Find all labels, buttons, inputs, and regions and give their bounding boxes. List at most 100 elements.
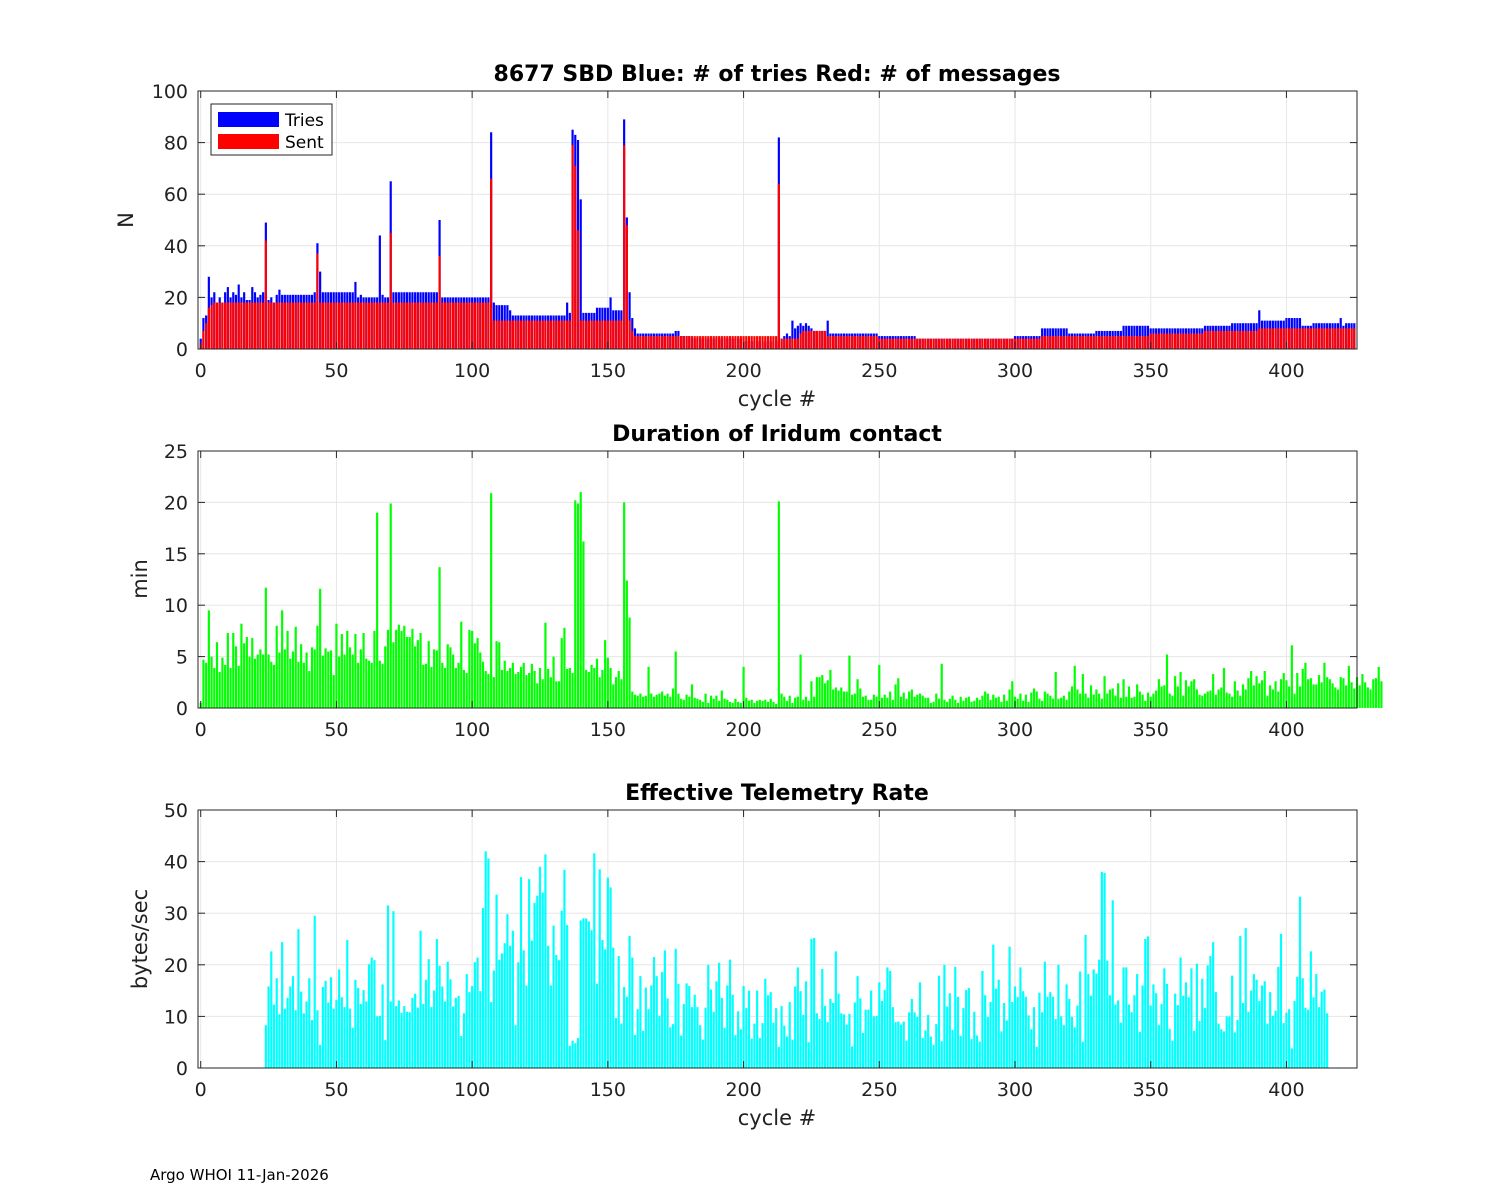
bar-rate-254: [889, 970, 892, 1068]
bar-rate-294: [997, 979, 1000, 1068]
bar-rate-405: [1298, 896, 1302, 1068]
bar-sent-262: [910, 338, 913, 349]
bar-sent-322: [1073, 336, 1076, 349]
bar-rate-40: [308, 978, 311, 1068]
bar-sent-294: [997, 338, 1000, 349]
bar-sent-26: [270, 302, 273, 349]
bar-rate-220: [796, 967, 799, 1068]
bar-sent-134: [563, 320, 566, 349]
bar-sent-39: [305, 302, 308, 349]
bar-rate-410: [1312, 997, 1315, 1068]
bar-duration-18: [248, 656, 251, 708]
bar-sent-389: [1255, 330, 1258, 349]
bar-rate-211: [772, 1022, 775, 1068]
bar-rate-243: [859, 998, 862, 1068]
bar-rate-174: [671, 1024, 675, 1068]
bar-duration-191: [718, 700, 721, 708]
chart1-xtick-label-150: 150: [590, 360, 626, 382]
bar-sent-402: [1290, 328, 1293, 349]
chart1-ytick-label-80: 80: [164, 133, 188, 155]
bar-sent-381: [1233, 330, 1236, 349]
bar-rate-260: [905, 1040, 908, 1068]
bar-rate-408: [1307, 1009, 1310, 1068]
bar-duration-299: [1011, 681, 1014, 708]
bar-rate-133: [560, 910, 563, 1068]
bar-rate-396: [1274, 1010, 1277, 1068]
bar-rate-314: [1051, 996, 1055, 1068]
bar-rate-42: [313, 915, 316, 1068]
bar-duration-182: [693, 697, 696, 708]
bar-sent-109: [495, 320, 498, 349]
bar-sent-150: [606, 320, 609, 349]
bar-rate-48: [329, 977, 333, 1068]
bar-sent-236: [840, 336, 843, 349]
bar-duration-344: [1133, 696, 1136, 708]
bar-duration-10: [226, 632, 229, 708]
bar-rate-138: [574, 1043, 577, 1068]
bar-duration-34: [291, 651, 295, 708]
telemetry-rate-chart: Effective Telemetry Rate 0 50 100 150 200 250…: [128, 781, 1358, 1130]
bar-sent-42: [313, 302, 316, 349]
bar-sent-140: [579, 320, 582, 349]
bar-sent-190: [715, 336, 718, 349]
bar-rate-201: [745, 1008, 748, 1068]
bar-sent-228: [818, 330, 821, 349]
bar-sent-344: [1133, 336, 1136, 349]
bar-duration-103: [479, 652, 482, 708]
bar-duration-320: [1068, 691, 1071, 708]
bar-sent-404: [1296, 328, 1299, 349]
bar-duration-170: [661, 691, 664, 708]
bar-duration-113: [506, 670, 509, 708]
bar-rate-27: [272, 1004, 276, 1068]
bar-sent-70: [389, 232, 392, 349]
bar-rate-283: [967, 988, 970, 1068]
bar-sent-115: [511, 320, 514, 349]
bar-duration-104: [481, 661, 485, 708]
bar-duration-384: [1241, 684, 1245, 708]
bar-rate-52: [340, 997, 343, 1068]
bar-rate-192: [720, 997, 723, 1068]
bar-sent-400: [1285, 328, 1288, 349]
bar-sent-258: [899, 338, 903, 349]
bar-duration-364: [1187, 686, 1190, 708]
bar-rate-379: [1228, 1016, 1231, 1068]
bar-rate-129: [549, 985, 552, 1068]
bar-sent-290: [986, 338, 989, 349]
bar-duration-118: [519, 666, 523, 708]
bar-sent-349: [1146, 336, 1150, 349]
bar-duration-318: [1062, 695, 1065, 708]
bar-rate-200: [742, 985, 745, 1068]
bar-duration-117: [517, 672, 520, 708]
bar-duration-339: [1119, 697, 1122, 708]
bar-rate-46: [324, 980, 327, 1068]
bar-duration-201: [745, 697, 748, 708]
bar-duration-259: [902, 692, 905, 708]
bar-sent-247: [870, 336, 873, 349]
bar-duration-159: [631, 691, 634, 708]
bar-duration-410: [1312, 684, 1315, 708]
bar-rate-54: [346, 940, 349, 1068]
bar-rate-56: [351, 1027, 354, 1068]
bar-rate-345: [1136, 974, 1139, 1068]
bar-tries-231: [826, 320, 829, 349]
bar-rate-50: [335, 999, 338, 1068]
bar-sent-32: [286, 302, 289, 349]
bar-rate-298: [1008, 946, 1011, 1068]
bar-duration-314: [1051, 698, 1055, 708]
bar-rate-346: [1138, 1031, 1141, 1068]
bar-rate-250: [878, 982, 881, 1068]
bar-sent-335: [1108, 336, 1112, 349]
bar-rate-93: [452, 1006, 455, 1068]
bar-sent-355: [1163, 333, 1166, 349]
bar-rate-160: [633, 1034, 637, 1068]
bar-sent-390: [1258, 328, 1261, 349]
bar-sent-333: [1103, 336, 1106, 349]
bar-sent-329: [1092, 336, 1095, 349]
bar-sent-211: [772, 336, 775, 349]
bar-duration-379: [1228, 693, 1231, 708]
bar-duration-74: [400, 630, 403, 708]
bar-duration-406: [1301, 668, 1304, 708]
bar-sent-186: [704, 336, 707, 349]
bar-rate-199: [739, 1029, 742, 1068]
bar-sent-278: [954, 338, 957, 349]
